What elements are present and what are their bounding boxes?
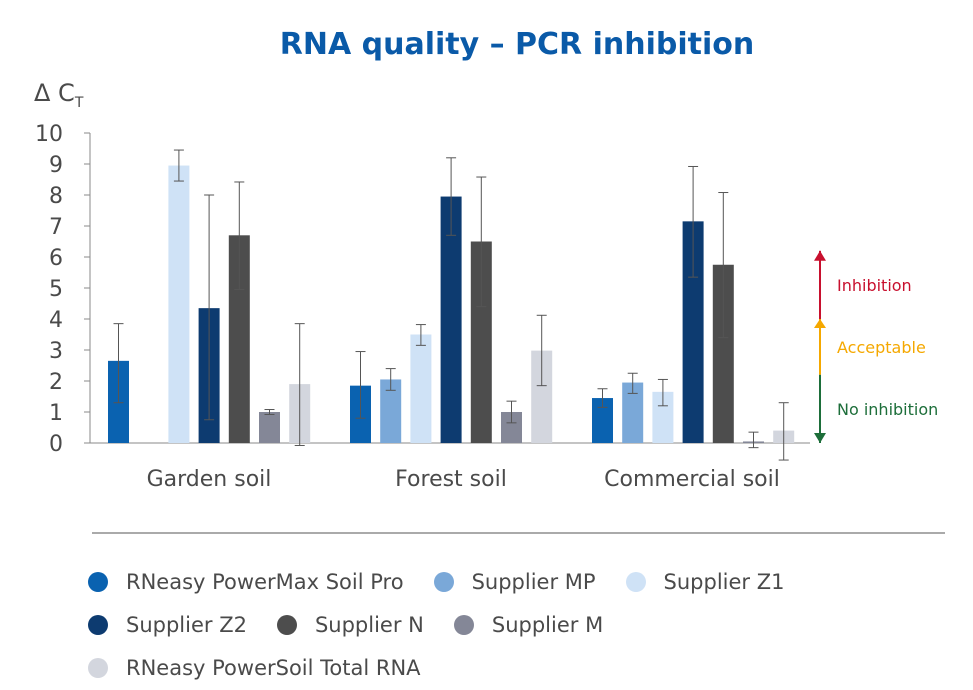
legend-item: Supplier M [453,612,604,637]
y-tick-label: 5 [49,277,63,302]
chart-legend: RNeasy PowerMax Soil Pro Supplier MP Suppl… [88,560,948,689]
bar-2-7 [531,350,553,443]
legend-item: Supplier Z1 [625,569,785,594]
annotation-arrow-down [814,433,826,443]
legend-label: RNeasy PowerMax Soil Pro [126,569,404,594]
legend-swatch [625,571,646,592]
y-tick-label: 2 [49,370,63,395]
bar-2-4 [440,196,462,443]
bar-1-3 [168,165,190,444]
bar-3-1 [592,398,613,443]
bar-2-3 [410,334,432,443]
y-tick-label: 7 [49,215,63,240]
legend-label: RNeasy PowerSoil Total RNA [126,655,421,680]
bar-3-2 [622,382,644,443]
y-tick-label: 4 [49,308,63,333]
legend-swatch [453,614,474,635]
bar-3-4 [682,221,704,443]
y-tick-label: 8 [49,184,63,209]
category-label: Forest soil [395,467,507,492]
y-tick-label: 0 [49,432,63,457]
bar-1-6 [259,412,280,443]
legend-item: Supplier Z2 [88,613,247,637]
y-axis-label-subscript: T [74,95,84,111]
annotation-arrow-up [814,250,826,261]
y-tick-label: 3 [49,339,63,364]
bar-3-5 [712,264,734,443]
y-tick-label: 9 [49,153,63,178]
legend-label: Supplier Z2 [126,612,247,637]
bar-2-5 [470,241,492,443]
legend-item: RNeasy PowerSoil Total RNA [88,656,421,680]
legend-item: Supplier N [276,612,424,637]
legend-row: RNeasy PowerSoil Total RNA [88,646,948,689]
legend-label: Supplier N [314,612,424,637]
bar-chart: RNA quality – PCR inhibition Δ CT 0 1 2 3 4 5 6 7… [34,27,945,534]
y-tick-label: 10 [35,122,63,147]
y-tick-label: 1 [49,401,63,426]
legend-swatch [276,614,297,635]
chart-title: RNA quality – PCR inhibition [280,27,754,62]
annotation-label: Acceptable [837,338,926,357]
legend-swatch [433,571,454,592]
annotation-label: Inhibition [837,276,912,295]
category-label: Commercial soil [604,467,780,492]
legend-row: Supplier Z2 Supplier N Supplier M [88,603,948,646]
legend-label: Supplier Z1 [663,569,785,594]
legend-swatch [88,614,108,635]
legend-item: RNeasy PowerMax Soil Pro [88,570,404,594]
y-axis-label: Δ CT [34,79,84,111]
bar-1-5 [228,235,250,443]
legend-label: Supplier M [491,612,604,637]
bar-2-2 [380,379,402,443]
legend-swatch [88,657,108,678]
y-tick-label: 6 [49,246,63,271]
legend-row: RNeasy PowerMax Soil Pro Supplier MP Suppl… [88,560,948,603]
bar-2-6 [501,412,522,443]
annotation-label: No inhibition [837,400,938,419]
annotation-arrow-mid [814,319,826,328]
legend-label: Supplier MP [471,569,596,594]
category-label: Garden soil [147,467,272,492]
bar-3-3 [652,391,674,443]
legend-item: Supplier MP [433,569,596,594]
legend-swatch [88,571,108,592]
